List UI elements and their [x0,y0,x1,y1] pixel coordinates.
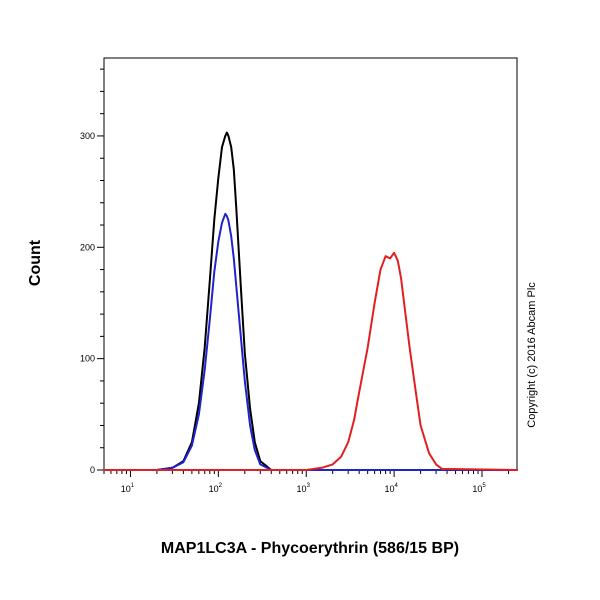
x-axis-title: MAP1LC3A - Phycoerythrin (586/15 BP) [161,540,459,557]
y-tick-label: 100 [80,354,95,364]
series-line-2 [103,212,518,471]
x-axis-ticks: 101 102 103 104 105 [103,470,509,494]
y-tick-label: 0 [90,465,95,475]
plot-area-border [103,57,518,471]
x-tick-label: 105 [472,483,486,494]
series-layer [103,131,518,471]
y-axis-ticks: 0 100 200 300 [80,68,104,475]
series-line-3 [103,251,518,471]
y-axis-title: Count [27,239,44,286]
y-tick-label: 200 [80,242,95,252]
y-tick-label: 300 [80,131,95,141]
series-line-1 [103,131,518,471]
copyright-annotation: Copyright (c) 2016 Abcam Plc [526,282,538,428]
x-tick-label: 102 [209,483,223,494]
x-tick-label: 101 [121,483,135,494]
x-tick-label: 104 [384,483,398,494]
plot-frame [103,57,518,471]
x-tick-label: 103 [297,483,311,494]
